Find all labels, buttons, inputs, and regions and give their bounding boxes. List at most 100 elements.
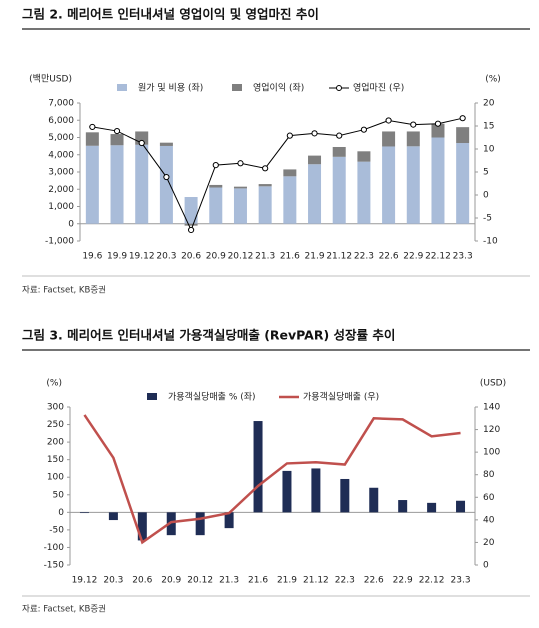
bar: [108, 512, 118, 521]
x-tick-label: 22.6: [364, 576, 384, 586]
y-tick-label: 2,000: [48, 185, 74, 195]
y2-tick-label: 120: [483, 425, 500, 435]
x-tick-label: 20.6: [132, 576, 152, 586]
x-tick-label: 20.12: [228, 252, 254, 262]
bar: [135, 144, 149, 224]
y-tick-label: 250: [47, 420, 64, 430]
x-tick-label: 19.12: [72, 576, 98, 586]
marker: [311, 130, 318, 137]
bar: [184, 197, 198, 224]
y2-tick-label: 10: [483, 145, 495, 155]
marker: [113, 127, 121, 135]
x-tick-label: 21.6: [280, 252, 300, 262]
x-tick-label: 20.12: [187, 576, 213, 586]
bar: [233, 186, 247, 189]
x-tick-label: 23.3: [451, 576, 471, 586]
y2-axis-label: (USD): [480, 379, 506, 389]
marker: [286, 132, 293, 139]
y2-tick-label: 20: [483, 538, 495, 548]
x-tick-label: 19.6: [82, 252, 102, 262]
bar: [137, 512, 147, 541]
bar: [159, 142, 173, 146]
x-tick-label: 21.9: [277, 576, 297, 586]
y2-tick-label: 100: [483, 448, 500, 458]
bar: [456, 127, 470, 144]
y-tick-label: 5,000: [48, 133, 74, 143]
source: 자료: Factset, KB증권: [22, 604, 106, 615]
bar: [258, 184, 272, 187]
x-tick-label: 22.9: [403, 252, 423, 262]
marker: [360, 126, 368, 133]
bar: [159, 145, 173, 224]
legend-swatch: [117, 84, 127, 91]
y2-tick-label: 80: [483, 470, 495, 480]
bar: [357, 151, 371, 162]
legend-marker: [336, 85, 342, 91]
y-tick-label: -50: [49, 525, 64, 535]
y-tick-label: 150: [47, 455, 64, 465]
x-tick-label: 22.12: [419, 576, 445, 586]
bar: [184, 223, 198, 226]
bar: [233, 188, 247, 224]
x-tick-label: 23.3: [453, 252, 473, 262]
bar: [110, 134, 124, 146]
y-axis-label: (%): [46, 379, 62, 389]
marker: [385, 117, 392, 124]
y-tick-label: 0: [58, 508, 64, 518]
y-tick-label: 0: [68, 219, 74, 229]
bar: [282, 470, 292, 513]
y2-tick-label: 20: [483, 99, 495, 109]
y-tick-label: 7,000: [48, 99, 74, 109]
x-tick-label: 19.12: [129, 252, 155, 262]
legend-label: 영업마진 (우): [353, 83, 404, 94]
bar: [398, 500, 408, 513]
y2-tick-label: 0: [483, 191, 489, 201]
bar: [166, 512, 176, 536]
bar: [195, 512, 205, 536]
marker: [459, 115, 466, 122]
figure-title: 그림 3. 메리어트 인터내셔널 가용객실당매출 (RevPAR) 성장률 추이: [22, 328, 395, 343]
bar: [258, 186, 272, 224]
x-tick-label: 20.3: [103, 576, 123, 586]
x-tick-label: 21.12: [303, 576, 329, 586]
bar: [283, 176, 297, 224]
x-tick-label: 21.6: [248, 576, 268, 586]
bar: [427, 502, 437, 513]
y2-tick-label: 5: [483, 168, 489, 178]
marker: [89, 123, 96, 131]
y-tick-label: 1,000: [48, 202, 74, 212]
bar: [332, 146, 346, 157]
bar: [85, 145, 99, 224]
y-axis-label: (백만USD): [29, 74, 72, 85]
y-tick-label: 3,000: [48, 168, 74, 178]
figure-title: 그림 2. 메리어트 인터내셔널 영업이익 및 영업마진 추이: [22, 7, 319, 22]
bar: [308, 155, 322, 165]
bar: [311, 468, 321, 513]
x-tick-label: 21.9: [305, 252, 325, 262]
y2-tick-label: 140: [483, 403, 500, 413]
x-tick-label: 20.9: [161, 576, 181, 586]
bar: [369, 487, 379, 513]
legend-swatch: [147, 393, 157, 400]
x-tick-label: 20.9: [206, 252, 226, 262]
y2-tick-label: -10: [483, 237, 498, 247]
x-tick-label: 22.9: [393, 576, 413, 586]
y2-tick-label: -5: [483, 214, 492, 224]
bar: [456, 500, 466, 513]
marker: [434, 120, 442, 127]
x-tick-label: 20.6: [181, 252, 201, 262]
line: [83, 414, 461, 545]
x-tick-label: 22.3: [335, 576, 355, 586]
y2-tick-label: 15: [483, 122, 494, 132]
y-tick-label: 300: [47, 403, 64, 413]
y2-tick-label: 40: [483, 515, 495, 525]
bar: [209, 184, 223, 188]
bar: [382, 131, 396, 147]
bar: [110, 145, 124, 224]
y-tick-label: -100: [44, 543, 65, 553]
marker: [262, 165, 269, 172]
marker: [410, 121, 417, 128]
y-tick-label: 50: [53, 490, 65, 500]
x-tick-label: 22.6: [379, 252, 399, 262]
